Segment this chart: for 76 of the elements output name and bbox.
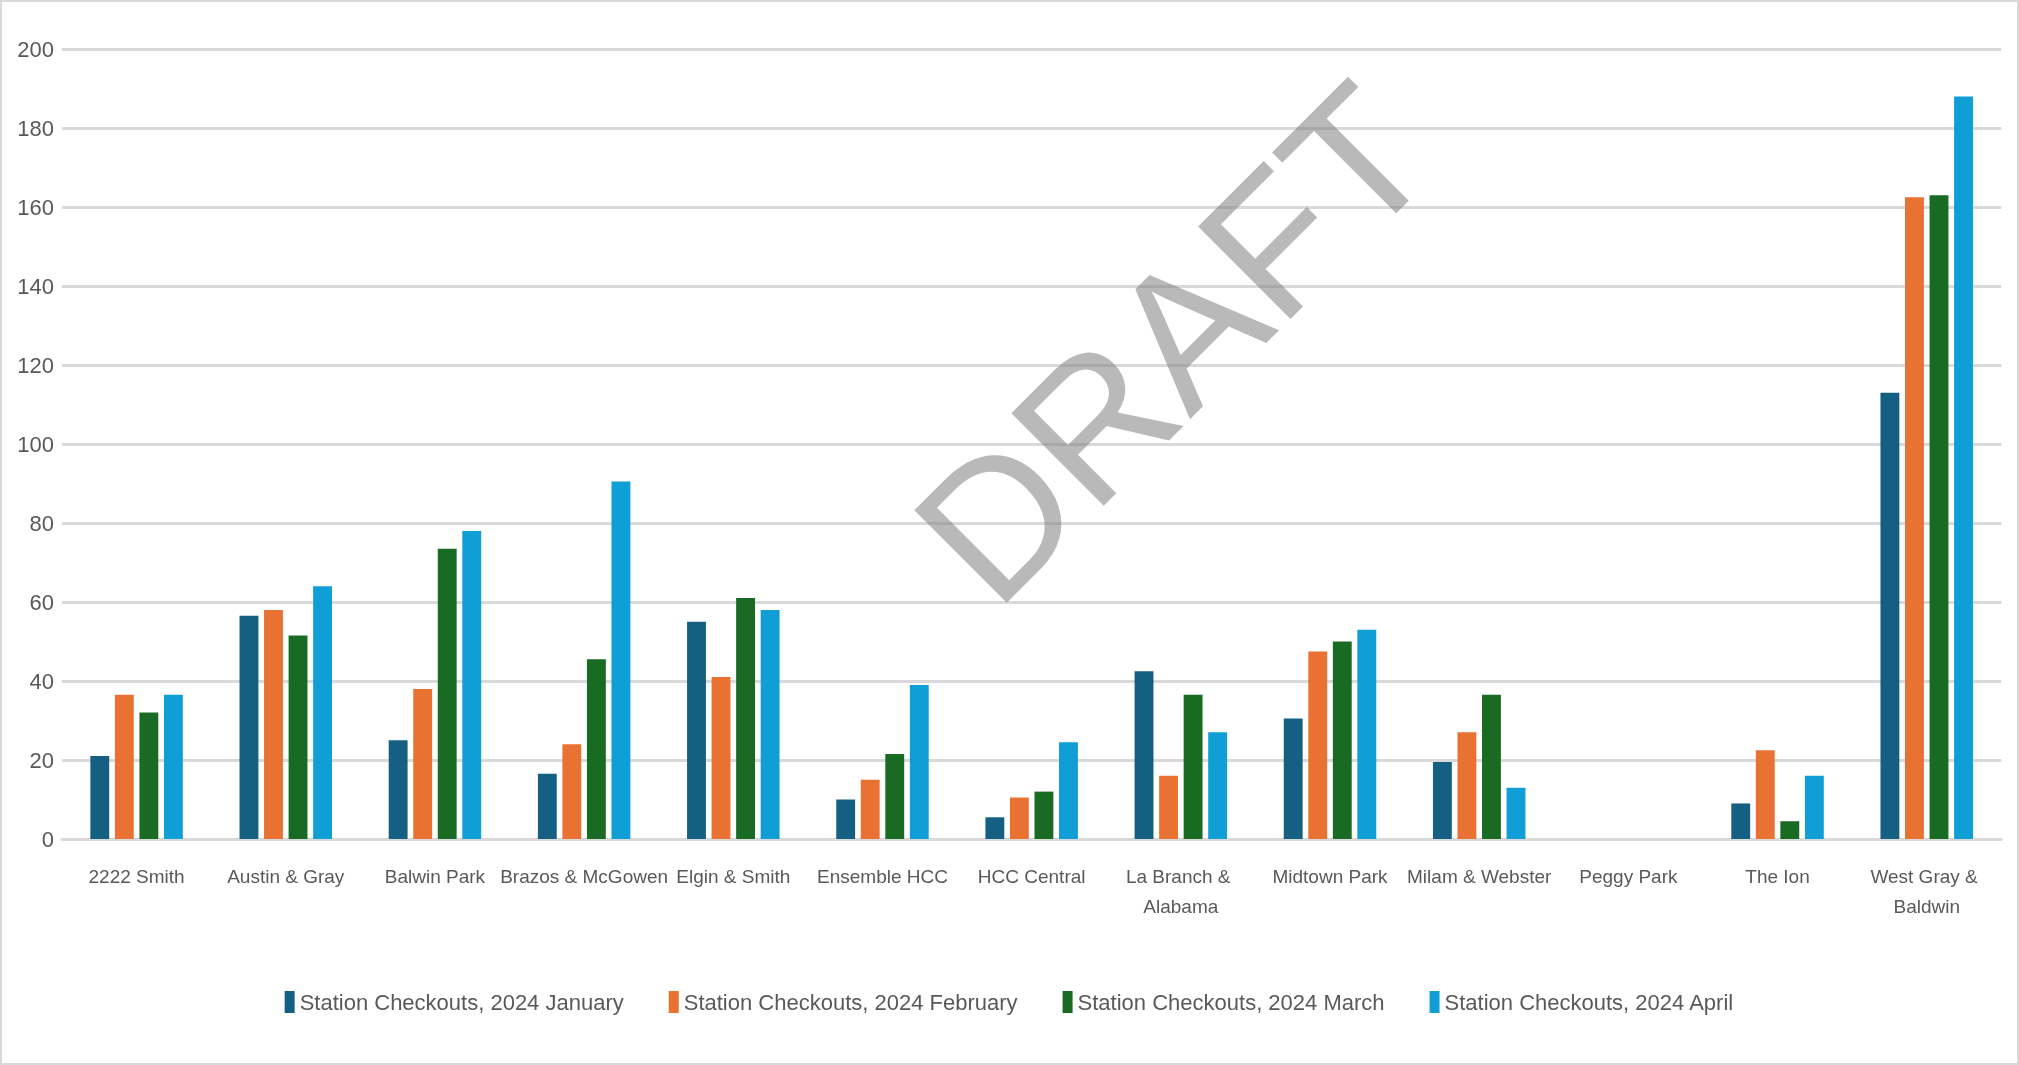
bar <box>264 609 283 839</box>
bar <box>760 609 780 839</box>
bar <box>1506 787 1526 839</box>
y-tick-label: 140 <box>17 273 54 299</box>
bar <box>1357 629 1377 839</box>
bar <box>1905 197 1924 839</box>
bar <box>1755 750 1775 839</box>
x-tick-label: Midtown Park <box>1272 865 1389 887</box>
x-tick-label: The Ion <box>1745 865 1810 887</box>
bar <box>860 779 880 839</box>
bar <box>1059 742 1078 839</box>
x-tick-label: Ensemble HCC <box>817 865 948 887</box>
x-tick-label: Peggy Park <box>1579 865 1678 887</box>
y-tick-label: 120 <box>17 352 54 378</box>
bar <box>437 548 457 839</box>
bar <box>836 799 856 839</box>
bar <box>885 754 905 839</box>
bar <box>313 586 333 839</box>
x-tick-label: La Branch & Alabama <box>1125 865 1236 917</box>
bar <box>288 635 308 839</box>
bar <box>537 773 557 839</box>
bar <box>1183 694 1203 839</box>
bar <box>163 694 183 839</box>
y-tick-label: 40 <box>29 668 54 694</box>
bar <box>711 677 731 839</box>
bar <box>1332 641 1352 839</box>
y-tick-label: 160 <box>17 194 54 220</box>
bar <box>1034 791 1054 839</box>
bar <box>1009 797 1029 839</box>
bar <box>1432 761 1452 839</box>
x-tick-label: Brazos & McGowen <box>500 865 669 887</box>
legend-label: Station Checkouts, 2024 January <box>299 989 624 1015</box>
bar <box>239 615 259 839</box>
bar <box>90 756 110 839</box>
bar <box>462 530 482 839</box>
x-tick-label: Balwin Park <box>384 865 486 887</box>
bar <box>1804 775 1824 839</box>
bar <box>1731 803 1751 839</box>
bar <box>1308 651 1328 839</box>
x-tick-label: HCC Central <box>977 865 1086 887</box>
bar <box>736 598 756 839</box>
bar <box>1954 96 1973 839</box>
bar <box>1283 718 1303 839</box>
bar <box>1482 694 1501 839</box>
bar <box>114 694 134 839</box>
legend-label: Station Checkouts, 2024 April <box>1444 989 1734 1015</box>
y-tick-label: 100 <box>17 431 54 457</box>
bar <box>1457 732 1477 839</box>
bar <box>1159 775 1178 839</box>
bar <box>1929 195 1949 839</box>
y-tick-label: 180 <box>17 115 54 141</box>
bar <box>985 817 1005 839</box>
y-tick-label: 0 <box>41 826 54 852</box>
bar <box>1880 392 1900 839</box>
bar <box>1208 732 1228 839</box>
x-tick-label: Elgin & Smith <box>676 865 791 887</box>
bar <box>687 621 706 839</box>
bar <box>909 684 929 839</box>
bar <box>139 712 159 839</box>
bar <box>1780 821 1800 839</box>
bar <box>388 740 408 839</box>
y-tick-label: 200 <box>17 36 54 62</box>
y-tick-label: 80 <box>29 510 54 536</box>
x-tick-label: Milam & Webster <box>1407 865 1552 887</box>
x-tick-label: 2222 Smith <box>88 865 185 887</box>
legend-label: Station Checkouts, 2024 February <box>683 989 1018 1015</box>
x-tick-label: West Gray & Baldwin <box>1870 865 1984 917</box>
bar <box>1134 671 1154 839</box>
bar <box>413 688 433 839</box>
y-tick-label: 60 <box>29 589 54 615</box>
bar <box>611 481 631 839</box>
bar <box>562 744 582 839</box>
legend-label: Station Checkouts, 2024 March <box>1077 989 1385 1015</box>
y-tick-label: 20 <box>29 747 54 773</box>
bar <box>586 659 606 839</box>
x-tick-label: Austin & Gray <box>227 865 345 887</box>
